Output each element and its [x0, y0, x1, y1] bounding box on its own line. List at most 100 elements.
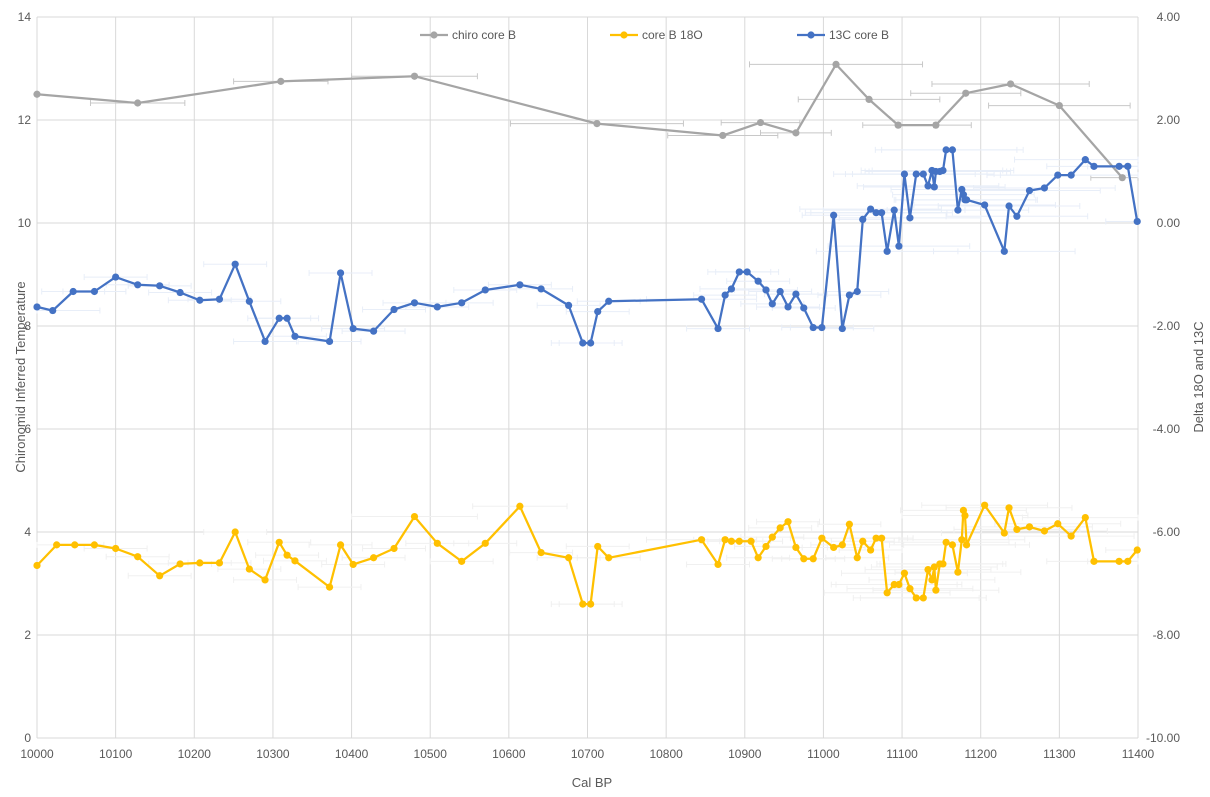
data-point — [112, 273, 120, 281]
data-point — [245, 565, 253, 573]
data-point — [458, 557, 466, 565]
series-1 — [33, 501, 1141, 608]
data-point — [954, 568, 962, 576]
data-point — [872, 534, 880, 542]
x-tick-label: 10100 — [99, 747, 133, 761]
y-right-tick-label: 2.00 — [1157, 113, 1181, 127]
data-point — [768, 533, 776, 541]
data-point — [800, 555, 808, 563]
data-point — [912, 594, 920, 602]
data-point — [1005, 202, 1013, 210]
data-point — [981, 501, 989, 509]
data-point — [537, 285, 545, 293]
data-point — [1067, 532, 1075, 540]
data-point — [134, 281, 142, 289]
x-tick-label: 10800 — [649, 747, 683, 761]
data-point — [565, 301, 573, 309]
data-point — [516, 502, 524, 510]
data-point — [838, 324, 846, 333]
y-right-tick-label: -10.00 — [1146, 731, 1180, 745]
data-point — [1081, 513, 1089, 522]
data-point — [776, 287, 784, 296]
data-point — [261, 576, 269, 584]
y-left-tick-label: 0 — [24, 731, 31, 745]
data-point — [1115, 557, 1123, 565]
data-point — [809, 555, 817, 563]
y-right-tick-label: -4.00 — [1153, 422, 1181, 436]
data-point — [1040, 527, 1049, 535]
x-tick-label: 11300 — [1043, 747, 1076, 761]
data-point — [883, 247, 891, 255]
data-point — [261, 337, 269, 346]
data-point — [587, 339, 595, 347]
data-point — [867, 546, 875, 554]
data-point — [458, 299, 466, 307]
y-left-tick-label: 10 — [18, 216, 32, 230]
data-point — [743, 268, 751, 276]
data-point — [962, 541, 971, 549]
data-point — [605, 554, 613, 562]
y-left-tick-label: 4 — [24, 525, 31, 539]
data-point — [809, 323, 817, 332]
data-point — [784, 518, 792, 526]
data-point — [919, 594, 927, 602]
data-point — [800, 304, 808, 312]
data-point — [156, 572, 164, 580]
series-0 — [33, 60, 1126, 182]
data-point — [818, 323, 826, 332]
data-point — [176, 288, 184, 297]
legend-label: core B 18O — [642, 28, 703, 42]
data-point — [196, 296, 204, 304]
data-point — [714, 560, 722, 569]
data-point — [1054, 520, 1062, 528]
data-point — [754, 554, 762, 562]
data-point — [481, 286, 489, 294]
data-point — [90, 287, 99, 296]
data-point — [919, 170, 927, 178]
series-2 — [33, 146, 1141, 347]
data-point — [53, 541, 61, 549]
x-tick-label: 10400 — [335, 747, 369, 761]
data-point — [1124, 557, 1132, 565]
y-left-tick-label: 2 — [24, 628, 31, 642]
data-point — [838, 541, 846, 549]
data-point — [369, 327, 378, 335]
data-point — [275, 538, 283, 546]
data-point — [1090, 162, 1098, 170]
data-point — [924, 565, 932, 574]
data-point — [516, 281, 524, 289]
x-tick-label: 10000 — [20, 747, 54, 761]
data-point — [1013, 525, 1021, 534]
y-right-tick-label: -2.00 — [1153, 319, 1181, 333]
data-point — [1040, 184, 1049, 192]
data-point — [878, 209, 886, 217]
data-point — [721, 536, 729, 544]
x-tick-label: 11200 — [964, 747, 997, 761]
x-tick-label: 10500 — [414, 747, 448, 761]
x-tick-label: 10600 — [492, 747, 526, 761]
legend-label: 13C core B — [829, 28, 889, 42]
data-point — [325, 583, 334, 591]
grid — [36, 16, 1139, 739]
data-point — [33, 561, 41, 570]
data-point — [33, 90, 41, 98]
data-point — [883, 589, 891, 597]
data-point — [587, 600, 595, 608]
data-point — [349, 560, 357, 569]
data-point — [747, 537, 755, 545]
data-point — [1025, 186, 1034, 195]
data-point — [878, 534, 886, 542]
data-point — [754, 277, 762, 285]
data-point — [176, 560, 184, 568]
y-right-tick-label: -6.00 — [1153, 525, 1181, 539]
legend-item: 13C core B — [797, 28, 889, 42]
data-point — [762, 286, 770, 294]
data-point — [845, 520, 853, 528]
data-point — [924, 182, 932, 190]
data-point — [895, 242, 903, 250]
data-point — [1090, 557, 1098, 565]
y-left-tick-label: 6 — [24, 422, 31, 436]
y-axis-right-title: Delta 18O and 13C — [1191, 321, 1206, 432]
